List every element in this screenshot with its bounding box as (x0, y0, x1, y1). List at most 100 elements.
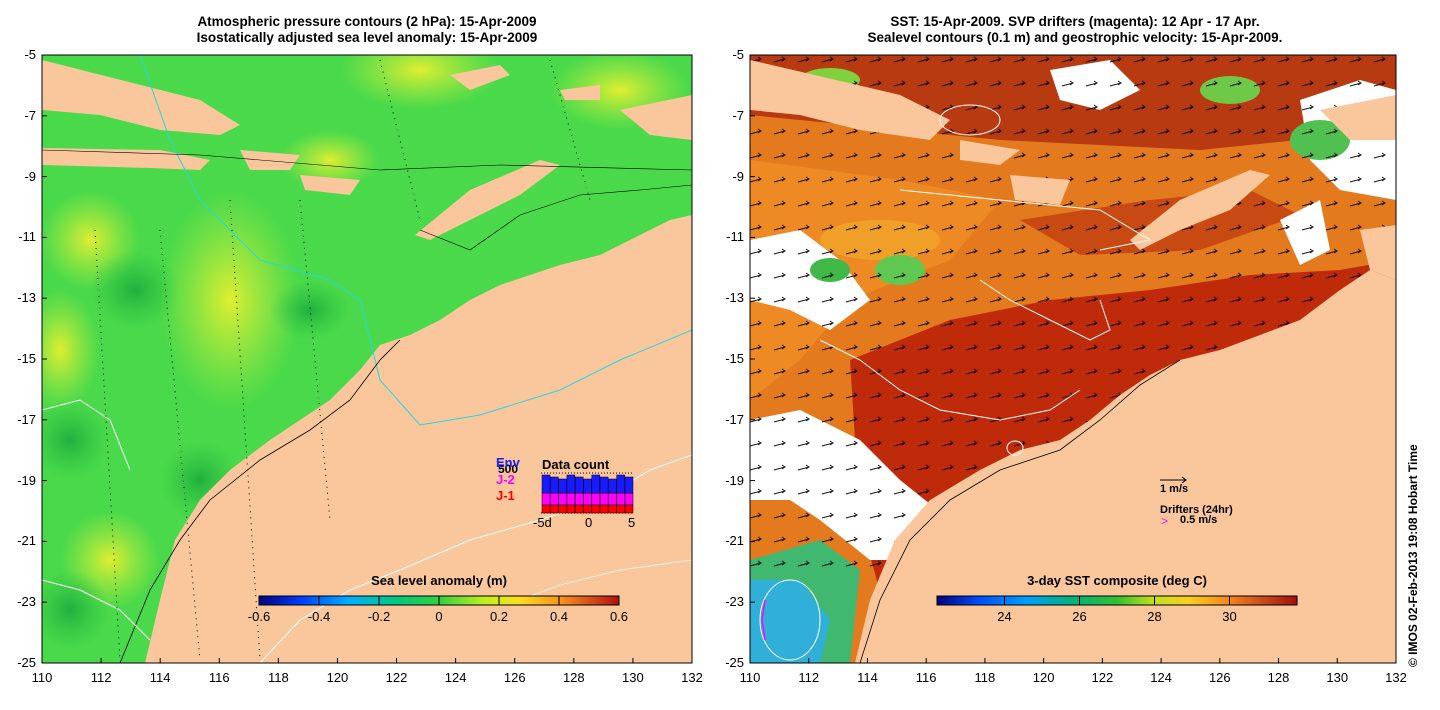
data-count-bar (558, 504, 567, 514)
sla-colorbar-tick: -0.4 (307, 609, 331, 624)
right-x-tick: 124 (1150, 670, 1172, 685)
right-x-tick: 118 (974, 670, 996, 685)
right-x-tick: 132 (1385, 670, 1407, 685)
sla-map (42, 55, 692, 663)
data-count-tick-neg5: -5d (533, 515, 552, 530)
data-count-bar (566, 492, 576, 506)
right-y-tick: -21 (725, 533, 744, 549)
sst-colorbar-tick: 28 (1147, 609, 1162, 624)
left-y-tick: -13 (17, 290, 36, 306)
credit-text: © IMOS 02-Feb-2013 19:08 Hobart Time (1406, 444, 1420, 667)
data-count-bar (574, 492, 584, 506)
left-title: Atmospheric pressure contours (2 hPa): 1… (42, 14, 692, 46)
left-y-tick: -23 (17, 594, 36, 610)
right-y-tick: -13 (725, 290, 744, 306)
left-y-tick: -25 (17, 655, 36, 670)
data-count-bar (591, 504, 601, 514)
left-x-tick: 132 (681, 670, 703, 685)
data-count-bar (558, 478, 567, 494)
data-count-bar (591, 492, 601, 506)
right-title-line2: Sealevel contours (0.1 m) and geostrophi… (867, 30, 1283, 45)
data-count-bar (616, 504, 625, 514)
data-count-bar (599, 492, 609, 506)
data-count-tick-5: 5 (628, 515, 636, 530)
data-count-bar (599, 476, 609, 494)
data-source-j2: J-2 (496, 472, 515, 487)
axis-tick-marks (41, 54, 1397, 664)
right-x-tick: 112 (798, 670, 820, 685)
right-x-tick: 130 (1326, 670, 1349, 685)
right-y-tick: -9 (732, 168, 744, 184)
sst-colorbar-label: 3-day SST composite (deg C) (1027, 573, 1207, 588)
right-title: SST: 15-Apr-2009. SVP drifters (magenta)… (750, 14, 1400, 46)
sst-colorbar-tick: 24 (997, 609, 1012, 624)
data-count-tick-0: 0 (585, 515, 593, 530)
sla-colorbar-label: Sea level anomaly (m) (371, 573, 507, 588)
left-y-tick: -7 (24, 107, 36, 123)
data-source-j1: J-1 (496, 488, 515, 503)
drifter-speed-label: 0.5 m/s (1180, 514, 1218, 526)
right-y-tick: -11 (726, 229, 744, 245)
left-x-tick: 110 (31, 670, 53, 685)
right-x-tick: 122 (1091, 670, 1114, 685)
right-x-tick: 120 (1032, 670, 1055, 685)
sst-map (750, 55, 1396, 663)
data-count-bar (541, 492, 551, 506)
data-count-bar (583, 478, 592, 494)
right-x-tick: 116 (915, 670, 937, 685)
sst-colorbar (936, 595, 1298, 606)
left-x-tick: 112 (90, 670, 112, 685)
left-y-tick: -9 (24, 168, 36, 184)
data-count-bar (608, 478, 617, 494)
data-count-bar (550, 476, 559, 494)
left-y-tick: -11 (18, 229, 36, 245)
data-count-bar (558, 492, 567, 506)
right-y-tick: -19 (725, 472, 744, 488)
right-x-tick: 126 (1208, 670, 1231, 685)
sla-colorbar-tick: 0 (435, 609, 443, 624)
left-x-tick: 124 (444, 670, 467, 685)
data-count-bar (591, 474, 601, 494)
data-count-bar (550, 492, 559, 506)
data-count-bar (616, 492, 625, 506)
left-y-tick: -21 (17, 533, 36, 549)
data-count-inset (541, 472, 634, 514)
right-x-tick: 110 (739, 670, 761, 685)
left-y-tick: -5 (24, 47, 36, 62)
right-y-tick: -25 (725, 655, 744, 670)
right-y-tick: -7 (732, 107, 744, 123)
left-x-tick: 130 (622, 670, 644, 685)
data-count-bar (550, 504, 559, 514)
left-y-tick: -17 (17, 411, 36, 427)
right-y-tick: -15 (725, 351, 744, 366)
left-y-tick: -15 (17, 351, 36, 366)
data-count-bar (541, 504, 551, 514)
velocity-legend-arrow (1160, 476, 1187, 484)
data-count-title: Data count (542, 457, 610, 472)
data-count-bar (566, 504, 576, 514)
right-title-line1: SST: 15-Apr-2009. SVP drifters (magenta)… (890, 14, 1260, 29)
right-y-tick: -23 (725, 594, 744, 610)
data-count-bar (624, 492, 634, 506)
sla-colorbar-tick: 0.4 (549, 609, 569, 624)
data-source-env: Env (496, 455, 520, 470)
left-x-tick: 116 (208, 670, 230, 685)
data-count-bar (583, 492, 592, 506)
left-x-tick: 120 (326, 670, 349, 685)
data-count-bar (616, 474, 625, 494)
data-count-bar (624, 476, 634, 494)
data-count-bar (608, 492, 617, 506)
data-count-bar (574, 476, 584, 494)
velocity-legend-label: 1 m/s (1160, 483, 1189, 495)
right-x-tick: 114 (857, 670, 878, 685)
sla-colorbar-tick: -0.2 (367, 609, 391, 624)
left-x-tick: 114 (149, 670, 171, 685)
drifters-legend-label: Drifters (24hr) (1160, 504, 1233, 516)
left-x-tick: 122 (385, 670, 408, 685)
left-x-tick: 118 (267, 670, 289, 685)
data-count-max: 500 (498, 462, 519, 476)
sla-colorbar-tick: 0.2 (489, 609, 509, 624)
right-x-tick: 128 (1267, 670, 1290, 685)
left-y-tick: -19 (17, 472, 36, 488)
